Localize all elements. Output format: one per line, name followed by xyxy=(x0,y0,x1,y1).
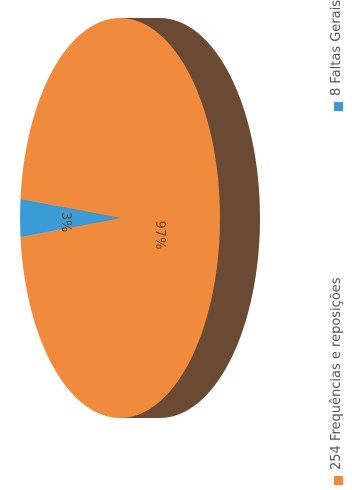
pie-top-face xyxy=(20,17,220,419)
legend-label-1: 254 Frequências e reposições xyxy=(329,277,344,470)
legend-swatch-2 xyxy=(334,102,343,111)
pie-slice-2 xyxy=(20,198,121,238)
pie-slice-1 xyxy=(20,17,220,419)
slice-percent-label-2: 3% xyxy=(58,212,73,233)
legend-swatch-1 xyxy=(334,476,343,485)
pie-labels: 97% 3% xyxy=(58,212,167,250)
legend: 254 Frequências e reposições 8 Faltas Ger… xyxy=(329,0,344,485)
slice-percent-label-1: 97% xyxy=(152,221,167,250)
legend-label-2: 8 Faltas Gerais xyxy=(329,0,344,96)
